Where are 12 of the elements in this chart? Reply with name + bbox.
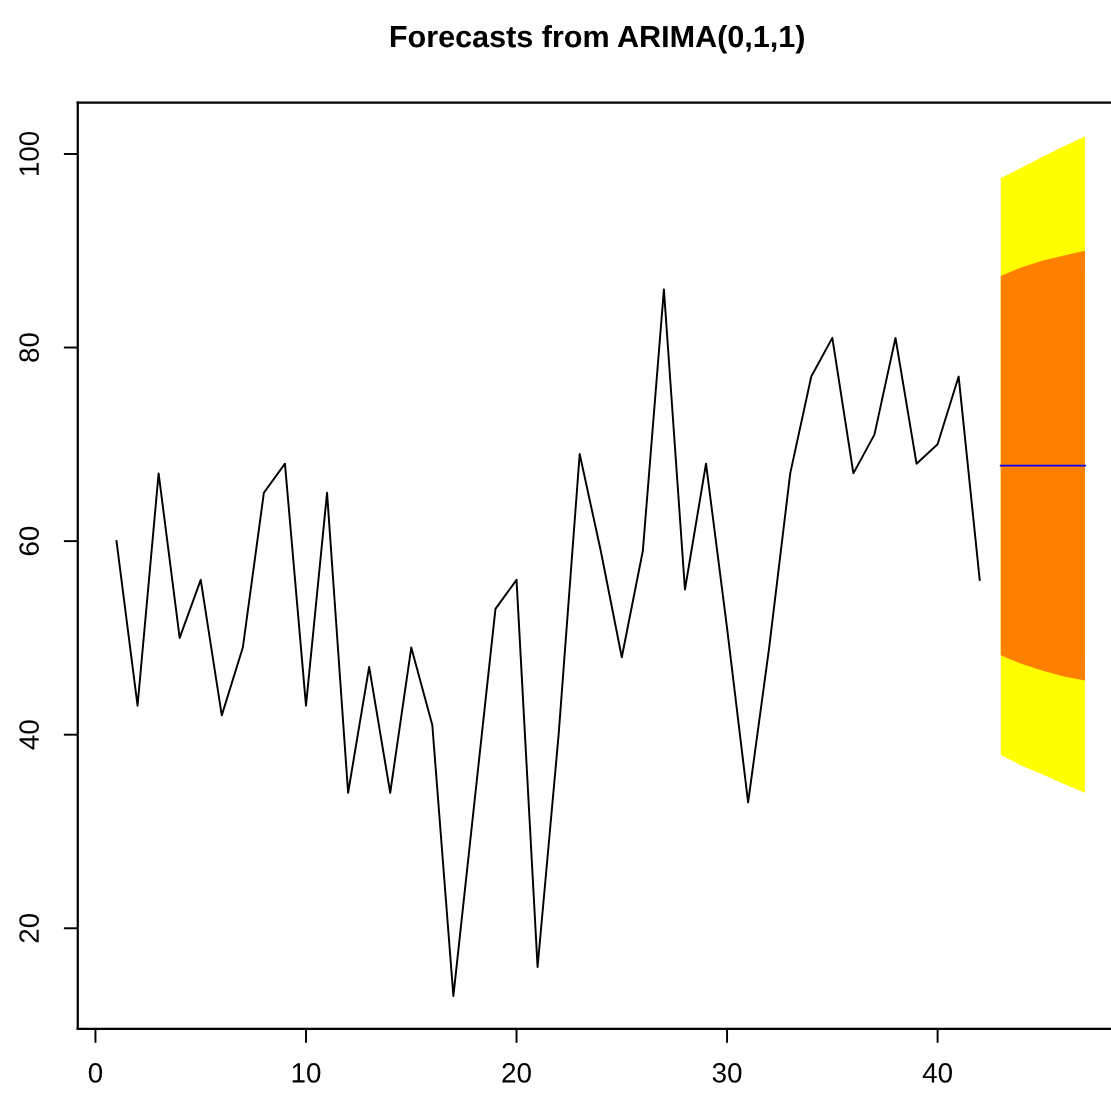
- y-tick-label: 40: [19, 720, 39, 750]
- chart-title: Forecasts from ARIMA(0,1,1): [390, 24, 804, 54]
- y-tick-label: 20: [19, 913, 39, 943]
- y-tick-label: 100: [19, 131, 39, 176]
- x-tick-label: 0: [88, 1062, 103, 1083]
- x-tick-label: 30: [712, 1062, 742, 1083]
- x-tick-label: 10: [292, 1062, 321, 1083]
- y-tick-label: 80: [19, 333, 39, 362]
- x-tick-label: 40: [922, 1062, 952, 1083]
- y-tick-label: 60: [19, 526, 39, 556]
- line-series: [115, 288, 981, 997]
- x-tick-label: 20: [502, 1062, 531, 1083]
